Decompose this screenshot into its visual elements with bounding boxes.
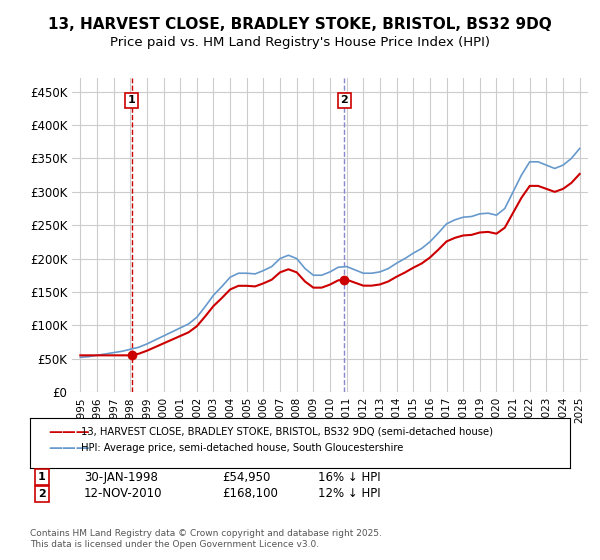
Text: 2: 2 [38, 489, 46, 499]
Text: £168,100: £168,100 [222, 487, 278, 501]
Text: £54,950: £54,950 [222, 470, 271, 484]
Text: Price paid vs. HM Land Registry's House Price Index (HPI): Price paid vs. HM Land Registry's House … [110, 36, 490, 49]
Text: ———: ——— [48, 424, 89, 439]
Text: 13, HARVEST CLOSE, BRADLEY STOKE, BRISTOL, BS32 9DQ (semi-detached house): 13, HARVEST CLOSE, BRADLEY STOKE, BRISTO… [81, 427, 493, 437]
Text: HPI: Average price, semi-detached house, South Gloucestershire: HPI: Average price, semi-detached house,… [81, 443, 403, 453]
Text: 12% ↓ HPI: 12% ↓ HPI [318, 487, 380, 501]
Text: 2: 2 [341, 95, 349, 105]
Text: 12-NOV-2010: 12-NOV-2010 [84, 487, 163, 501]
Text: 1: 1 [38, 472, 46, 482]
Text: 13, HARVEST CLOSE, BRADLEY STOKE, BRISTOL, BS32 9DQ: 13, HARVEST CLOSE, BRADLEY STOKE, BRISTO… [48, 17, 552, 32]
Text: 30-JAN-1998: 30-JAN-1998 [84, 470, 158, 484]
Text: 16% ↓ HPI: 16% ↓ HPI [318, 470, 380, 484]
Text: Contains HM Land Registry data © Crown copyright and database right 2025.
This d: Contains HM Land Registry data © Crown c… [30, 529, 382, 549]
Text: 1: 1 [128, 95, 136, 105]
Text: ———: ——— [48, 441, 89, 455]
